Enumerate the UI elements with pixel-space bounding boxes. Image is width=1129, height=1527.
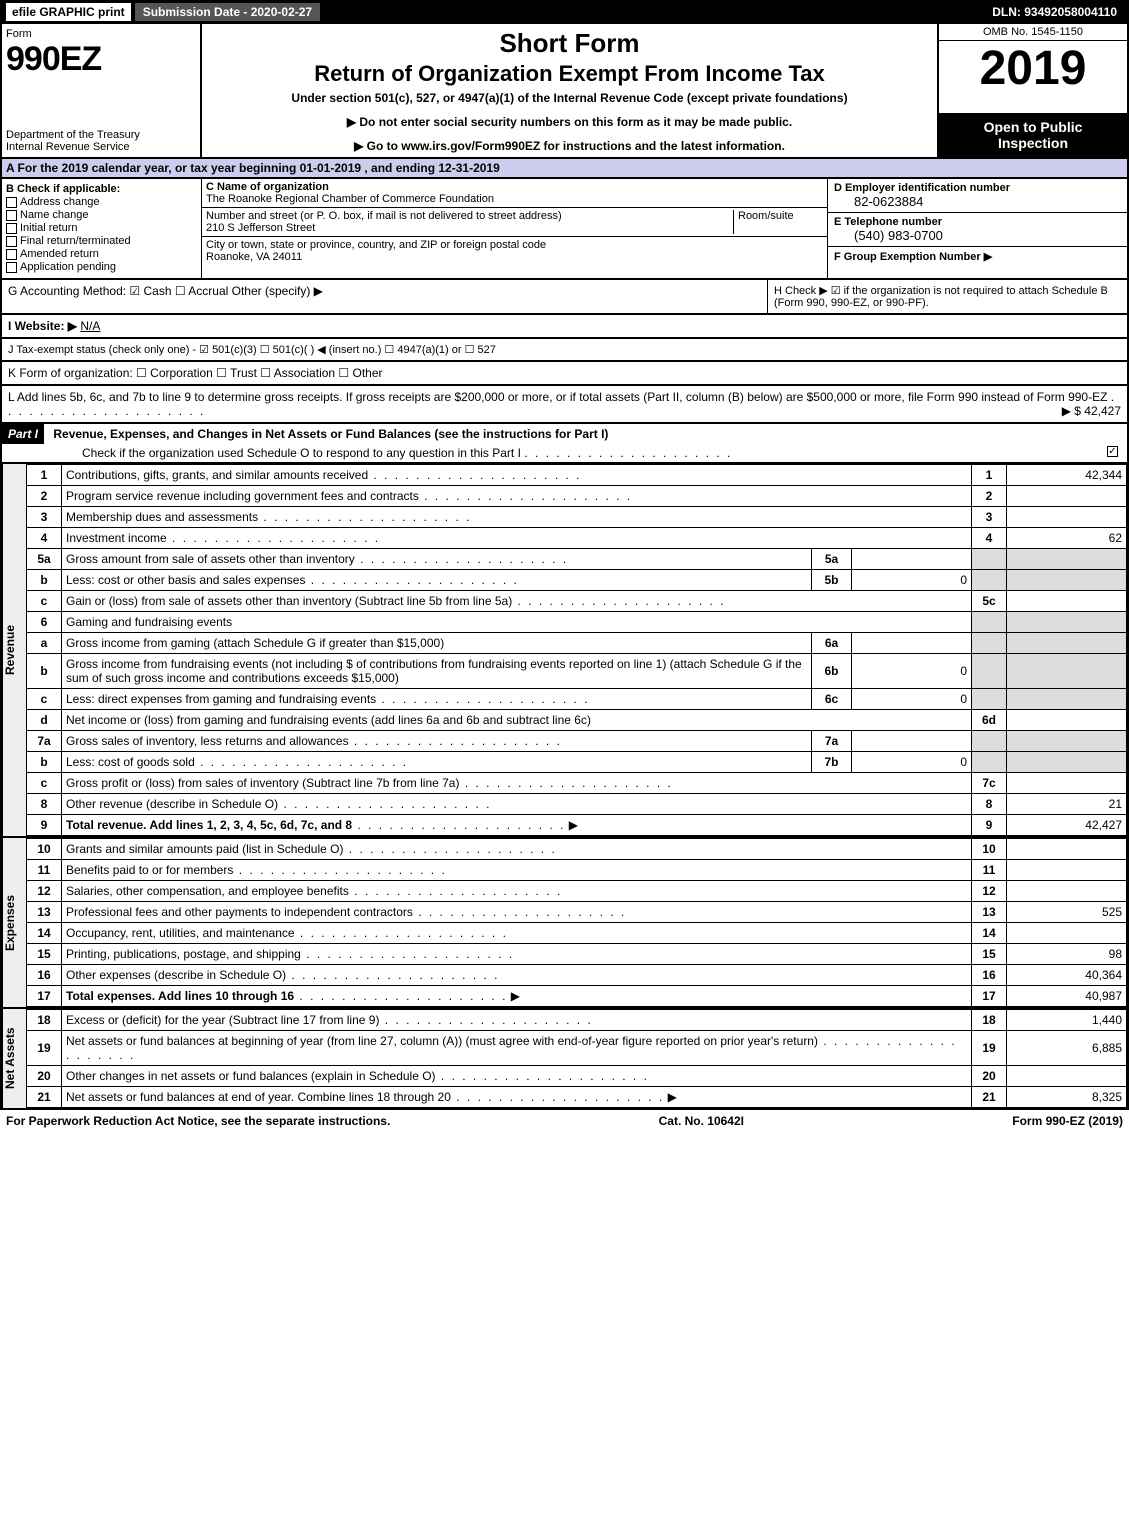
street-label: Number and street (or P. O. box, if mail… bbox=[206, 210, 562, 222]
expenses-section: Expenses 10Grants and similar amounts pa… bbox=[0, 838, 1129, 1009]
ein-value: 82-0623884 bbox=[834, 194, 1121, 209]
dln-number: DLN: 93492058004110 bbox=[986, 3, 1123, 21]
section-b: B Check if applicable: Address change Na… bbox=[2, 179, 202, 278]
net-assets-table: 18Excess or (deficit) for the year (Subt… bbox=[26, 1009, 1127, 1108]
part-i-title: Revenue, Expenses, and Changes in Net As… bbox=[47, 427, 608, 441]
expenses-table: 10Grants and similar amounts paid (list … bbox=[26, 838, 1127, 1007]
goto-link[interactable]: ▶ Go to www.irs.gov/Form990EZ for instru… bbox=[210, 139, 929, 153]
short-form-title: Short Form bbox=[210, 28, 929, 59]
chk-initial-return[interactable]: Initial return bbox=[6, 222, 197, 234]
website-value: N/A bbox=[80, 319, 100, 333]
c-name-label: C Name of organization bbox=[206, 181, 329, 193]
chk-amended-return[interactable]: Amended return bbox=[6, 248, 197, 260]
schedule-o-checkbox[interactable]: ✓ bbox=[1107, 446, 1118, 457]
chk-final-return[interactable]: Final return/terminated bbox=[6, 235, 197, 247]
omb-number: OMB No. 1545-1150 bbox=[939, 24, 1127, 41]
section-c: C Name of organization The Roanoke Regio… bbox=[202, 179, 827, 278]
line-19-amount: 6,885 bbox=[1007, 1031, 1127, 1066]
l-gross-receipts: L Add lines 5b, 6c, and 7b to line 9 to … bbox=[0, 386, 1129, 424]
line-8-amount: 21 bbox=[1007, 794, 1127, 815]
g-accounting-method: G Accounting Method: ☑ Cash ☐ Accrual Ot… bbox=[2, 280, 767, 313]
h-schedule-b: H Check ▶ ☑ if the organization is not r… bbox=[767, 280, 1127, 313]
open-inspection: Open to Public Inspection bbox=[939, 113, 1127, 157]
line-13-amount: 525 bbox=[1007, 902, 1127, 923]
line-16-amount: 40,364 bbox=[1007, 965, 1127, 986]
page-footer: For Paperwork Reduction Act Notice, see … bbox=[0, 1110, 1129, 1132]
header-right: OMB No. 1545-1150 2019 Open to Public In… bbox=[937, 24, 1127, 157]
d-ein-label: D Employer identification number bbox=[834, 182, 1010, 194]
b-label: B Check if applicable: bbox=[6, 183, 120, 195]
top-bar: efile GRAPHIC print Submission Date - 20… bbox=[0, 0, 1129, 24]
city-label: City or town, state or province, country… bbox=[206, 239, 546, 251]
entity-block: B Check if applicable: Address change Na… bbox=[0, 179, 1129, 280]
section-def: D Employer identification number 82-0623… bbox=[827, 179, 1127, 278]
phone-value: (540) 983-0700 bbox=[834, 228, 1121, 243]
submission-date: Submission Date - 2020-02-27 bbox=[135, 3, 320, 21]
form-label: Form bbox=[6, 28, 196, 40]
chk-application-pending[interactable]: Application pending bbox=[6, 261, 197, 273]
org-name: The Roanoke Regional Chamber of Commerce… bbox=[206, 193, 494, 205]
line-9-total-revenue: 42,427 bbox=[1007, 815, 1127, 836]
row-gh: G Accounting Method: ☑ Cash ☐ Accrual Ot… bbox=[0, 280, 1129, 315]
line-17-total-expenses: 40,987 bbox=[1007, 986, 1127, 1007]
efile-print-label[interactable]: efile GRAPHIC print bbox=[6, 3, 131, 21]
f-group-exemption: F Group Exemption Number ▶ bbox=[834, 251, 992, 263]
revenue-side-label: Revenue bbox=[2, 464, 26, 836]
header-center: Short Form Return of Organization Exempt… bbox=[202, 24, 937, 157]
under-section: Under section 501(c), 527, or 4947(a)(1)… bbox=[210, 91, 929, 105]
part-i-header: Part I Revenue, Expenses, and Changes in… bbox=[0, 424, 1129, 464]
city-state-zip: Roanoke, VA 24011 bbox=[206, 251, 302, 263]
paperwork-notice: For Paperwork Reduction Act Notice, see … bbox=[6, 1114, 390, 1128]
e-phone-label: E Telephone number bbox=[834, 216, 942, 228]
chk-name-change[interactable]: Name change bbox=[6, 209, 197, 221]
line-21-amount: 8,325 bbox=[1007, 1087, 1127, 1108]
line-4-amount: 62 bbox=[1007, 528, 1127, 549]
street-address: 210 S Jefferson Street bbox=[206, 222, 315, 234]
revenue-section: Revenue 1Contributions, gifts, grants, a… bbox=[0, 464, 1129, 838]
k-form-org: K Form of organization: ☐ Corporation ☐ … bbox=[0, 362, 1129, 386]
line-18-amount: 1,440 bbox=[1007, 1010, 1127, 1031]
room-suite-label: Room/suite bbox=[733, 210, 823, 234]
line-1-amount: 42,344 bbox=[1007, 465, 1127, 486]
calendar-year-row: A For the 2019 calendar year, or tax yea… bbox=[0, 159, 1129, 179]
revenue-table: 1Contributions, gifts, grants, and simil… bbox=[26, 464, 1127, 836]
chk-address-change[interactable]: Address change bbox=[6, 196, 197, 208]
part-i-check: Check if the organization used Schedule … bbox=[82, 446, 521, 460]
tax-year: 2019 bbox=[939, 41, 1127, 113]
net-assets-side-label: Net Assets bbox=[2, 1009, 26, 1108]
header-left: Form 990EZ Department of the Treasury In… bbox=[2, 24, 202, 157]
form-version: Form 990-EZ (2019) bbox=[1012, 1114, 1123, 1128]
l-amount: ▶ $ 42,427 bbox=[1062, 404, 1121, 418]
catalog-number: Cat. No. 10642I bbox=[659, 1114, 744, 1128]
form-header: Form 990EZ Department of the Treasury In… bbox=[0, 24, 1129, 159]
line-15-amount: 98 bbox=[1007, 944, 1127, 965]
net-assets-section: Net Assets 18Excess or (deficit) for the… bbox=[0, 1009, 1129, 1110]
dept-treasury: Department of the Treasury bbox=[6, 129, 196, 141]
expenses-side-label: Expenses bbox=[2, 838, 26, 1007]
j-tax-exempt: J Tax-exempt status (check only one) - ☑… bbox=[0, 339, 1129, 362]
ssn-warning: ▶ Do not enter social security numbers o… bbox=[210, 115, 929, 129]
form-number: 990EZ bbox=[6, 40, 196, 79]
irs-label: Internal Revenue Service bbox=[6, 141, 196, 153]
part-i-label: Part I bbox=[2, 424, 44, 444]
i-website: I Website: ▶ N/A bbox=[0, 315, 1129, 339]
return-title: Return of Organization Exempt From Incom… bbox=[210, 61, 929, 87]
